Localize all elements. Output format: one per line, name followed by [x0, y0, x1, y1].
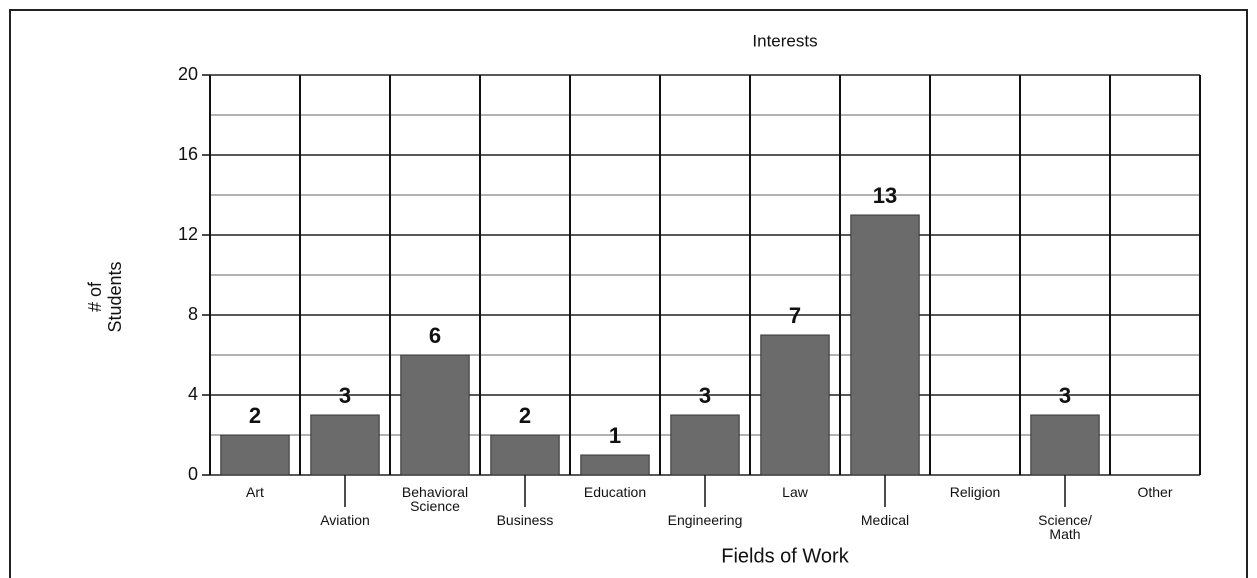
bar — [310, 414, 380, 476]
x-tick-label: Art — [246, 484, 264, 500]
data-label: 7 — [789, 303, 801, 328]
data-label: 3 — [339, 383, 351, 408]
frame — [9, 9, 1248, 578]
bar — [670, 414, 740, 476]
x-tick-label: Behavioral Science — [401, 484, 469, 514]
data-label: 3 — [1059, 383, 1071, 408]
x-tick-label: Religion — [949, 484, 1001, 500]
bar — [220, 434, 290, 476]
data-label: 1 — [609, 423, 621, 448]
x-axis-label: Fields of Work — [721, 545, 849, 567]
bar — [760, 334, 830, 476]
y-tick-label: 4 — [188, 384, 198, 404]
y-tick-label: 8 — [188, 304, 198, 324]
y-tick-label: 20 — [178, 64, 198, 84]
bar — [580, 454, 650, 476]
x-tick-label: Engineering — [667, 512, 743, 528]
data-label: 3 — [699, 383, 711, 408]
y-tick-label: 12 — [178, 224, 198, 244]
data-label: 13 — [873, 183, 897, 208]
x-tick-label: Science/ Math — [1038, 512, 1092, 542]
x-tick-label: Other — [1137, 484, 1173, 500]
x-tick-label: Education — [583, 484, 647, 500]
y-tick-label: 0 — [188, 464, 198, 484]
bar — [850, 214, 920, 476]
x-tick-label: Aviation — [320, 512, 370, 528]
data-label: 2 — [519, 403, 531, 428]
x-tick-label: Business — [496, 512, 554, 528]
x-tick-label: Law — [782, 484, 808, 500]
bar — [1030, 414, 1100, 476]
y-axis-label: # of Students — [85, 261, 125, 333]
bar — [400, 354, 470, 476]
data-label: 2 — [249, 403, 261, 428]
bar — [490, 434, 560, 476]
data-label: 6 — [429, 323, 441, 348]
chart-title: Interests — [752, 31, 817, 50]
y-tick-label: 16 — [178, 144, 198, 164]
x-tick-label: Medical — [860, 512, 910, 528]
